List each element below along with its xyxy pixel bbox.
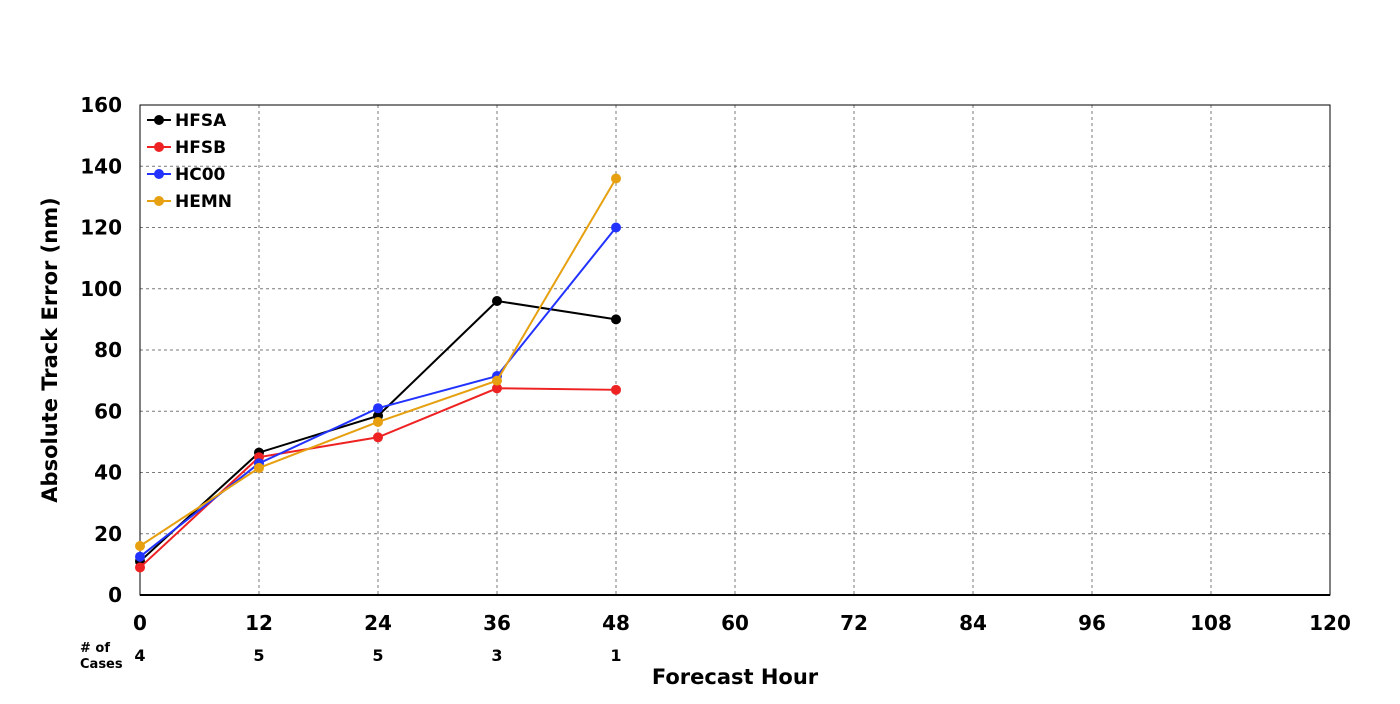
legend-marker-hfsa	[154, 115, 164, 125]
data-point-hemn	[492, 375, 502, 386]
y-tick-label: 160	[80, 93, 122, 117]
legend-label-hfsa: HFSA	[175, 111, 227, 131]
axes	[139, 104, 1331, 596]
legend: HFSA HFSB HC00 HEMN	[147, 111, 232, 212]
legend-marker-hemn	[154, 196, 164, 206]
data-point-hfsb	[611, 384, 621, 395]
x-tick-labels: 0 12 24 36 48 60 72 84 96 108 120	[133, 611, 1351, 635]
x-tick-label: 60	[721, 611, 749, 635]
data-point-hc00	[611, 222, 621, 233]
legend-marker-hfsb	[154, 142, 164, 152]
y-tick-labels: 0 20 40 60 80 100 120 140 160	[80, 93, 122, 607]
x-tick-label: 36	[483, 611, 511, 635]
y-tick-label: 80	[94, 338, 122, 362]
cases-label-line2: Cases	[80, 657, 123, 672]
case-count: 3	[491, 646, 502, 665]
legend-label-hfsb: HFSB	[175, 138, 226, 158]
data-point-hemn	[373, 416, 383, 427]
data-point-hfsa	[611, 314, 621, 325]
case-count: 5	[253, 646, 264, 665]
x-tick-label: 0	[133, 611, 147, 635]
case-count: 5	[372, 646, 383, 665]
y-tick-label: 140	[80, 154, 122, 178]
legend-label-hc00: HC00	[175, 165, 226, 185]
cases-row: # of Cases 4 5 5 3 1	[80, 641, 622, 672]
data-point-hfsb	[492, 383, 502, 394]
y-tick-label: 60	[94, 399, 122, 423]
data-point-hc00	[135, 551, 145, 562]
y-axis-title: Absolute Track Error (nm)	[38, 197, 62, 502]
grid	[140, 105, 1330, 595]
data-point-hc00	[373, 403, 383, 414]
x-tick-label: 72	[840, 611, 868, 635]
case-count: 1	[610, 646, 621, 665]
x-axis-title: Forecast Hour	[652, 665, 819, 689]
legend-marker-hc00	[154, 169, 164, 179]
x-tick-label: 96	[1078, 611, 1106, 635]
y-tick-label: 20	[94, 522, 122, 546]
y-tick-label: 100	[80, 277, 122, 301]
data-point-hfsa	[492, 296, 502, 306]
data-point-hfsb	[135, 562, 145, 573]
legend-label-hemn: HEMN	[175, 192, 232, 212]
case-count: 4	[134, 646, 145, 665]
data-point-hfsb	[373, 432, 383, 443]
y-tick-label: 40	[94, 461, 122, 485]
series	[135, 173, 621, 573]
x-tick-label: 84	[959, 611, 987, 635]
x-tick-label: 48	[602, 611, 630, 635]
x-tick-label: 108	[1190, 611, 1232, 635]
data-point-hemn	[135, 541, 145, 551]
y-tick-label: 120	[80, 216, 122, 240]
data-point-hemn	[254, 462, 264, 473]
y-tick-label: 0	[108, 583, 122, 607]
x-tick-label: 24	[364, 611, 392, 635]
data-point-hemn	[611, 173, 621, 184]
cases-label-line1: # of	[80, 641, 110, 656]
x-tick-label: 120	[1309, 611, 1351, 635]
x-tick-label: 12	[245, 611, 273, 635]
